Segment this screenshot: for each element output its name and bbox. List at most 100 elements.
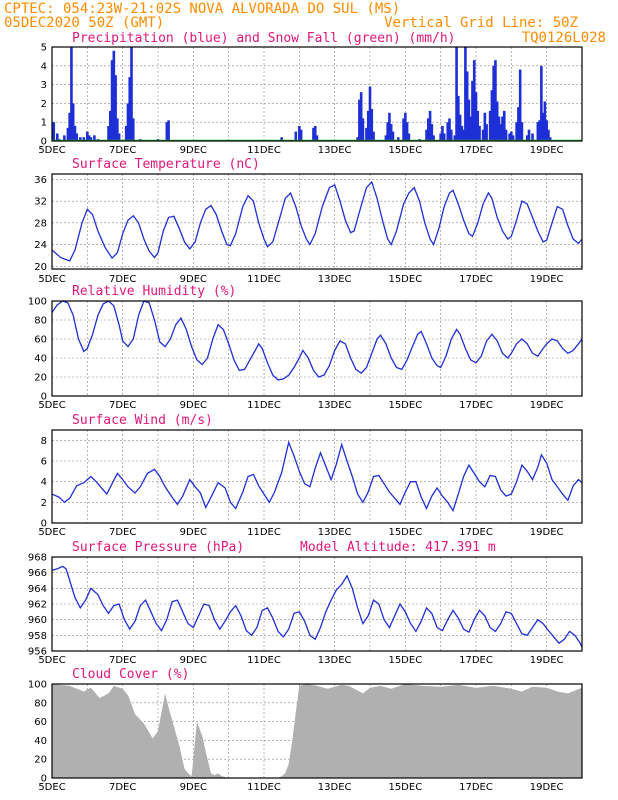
header-model: TQ0126L028: [522, 30, 606, 46]
precip-bar: [508, 133, 511, 141]
y-tick-label: 20: [34, 373, 47, 384]
x-tick-label: 9DEC: [180, 782, 207, 793]
series-group: [52, 301, 582, 381]
precip-bar: [73, 125, 77, 141]
y-tick-label: 964: [28, 584, 47, 595]
x-tick-label: 17DEC: [459, 400, 493, 411]
precip-bar: [361, 118, 365, 141]
precip-bar: [87, 135, 91, 141]
x-tick-label: 7DEC: [109, 655, 136, 666]
x-tick-label: 15DEC: [388, 782, 422, 793]
precip-bar: [71, 103, 75, 141]
y-tick-label: 32: [34, 197, 47, 208]
precip-bar: [315, 135, 319, 141]
precip-bar: [511, 135, 515, 141]
x-tick-label: 11DEC: [247, 527, 281, 538]
x-tick-label: 9DEC: [180, 274, 207, 285]
x-tick-label: 11DEC: [247, 655, 281, 666]
precip-bar: [70, 47, 73, 141]
precip-bar: [432, 135, 435, 141]
plot-frame: [51, 556, 583, 652]
y-tick-label: 8: [41, 436, 47, 447]
precip-bar: [313, 125, 317, 141]
panel-wind: Surface Wind (m/s) 0 2 4 6 8 5DEC 7DEC 9DEC 11DEC…: [38, 413, 583, 538]
precip-bar: [110, 60, 114, 141]
y-tick-label: 968: [28, 553, 47, 564]
precip-bar: [128, 77, 132, 141]
y-tick-label: 0: [41, 137, 47, 148]
panel-title: Surface Pressure (hPa): [72, 540, 244, 555]
x-tick-label: 19DEC: [530, 655, 564, 666]
y-tick-label: 100: [28, 680, 47, 691]
x-tick-label: 17DEC: [459, 782, 493, 793]
pressure-line: [52, 565, 582, 648]
precip-bar: [89, 137, 93, 141]
panel-title: Surface Temperature (nC): [72, 157, 260, 172]
precip-bar: [481, 129, 485, 141]
panel-title: Precipitation (blue) and Snow Fall (gree…: [72, 31, 456, 46]
precip-bar: [298, 125, 301, 141]
precip-bar: [384, 135, 388, 141]
precip-bar: [116, 118, 119, 141]
x-tick-label: 17DEC: [459, 274, 493, 285]
precip-bar: [472, 60, 476, 141]
precip-bar: [280, 137, 283, 141]
y-tick-label: 5: [41, 43, 47, 54]
precip-bar: [370, 109, 374, 141]
x-tick-label: 5DEC: [38, 145, 65, 156]
precip-bar: [131, 118, 135, 141]
series-group: [52, 684, 582, 778]
precip-bar: [386, 122, 389, 141]
x-tick-label: 15DEC: [388, 400, 422, 411]
x-tick-label: 9DEC: [180, 655, 207, 666]
precip-bar: [430, 124, 434, 141]
precip-bar: [457, 95, 460, 141]
precip-bar: [366, 110, 370, 141]
x-tick-label: 19DEC: [530, 145, 564, 156]
panel-rh: Relative Humidity (%) 0 20 40 60 80 100 5DEC 7DE…: [28, 284, 583, 411]
precip-bar: [312, 127, 315, 141]
precip-bar: [465, 71, 469, 141]
precip-bar: [520, 122, 524, 141]
precip-bar: [52, 122, 56, 141]
panel-pressure: Surface Pressure (hPa) Model Altitude: 41…: [28, 540, 583, 666]
precip-bar: [458, 114, 462, 141]
precip-bar: [540, 65, 543, 141]
y-tick-label: 40: [34, 354, 47, 365]
temp-line: [52, 180, 582, 262]
x-tick-label: 13DEC: [318, 655, 352, 666]
series-group: [52, 47, 582, 141]
precip-bar: [547, 129, 550, 141]
precip-bar: [126, 103, 130, 141]
precip-bar: [405, 122, 409, 141]
precip-bar: [107, 125, 110, 141]
precip-bar: [63, 135, 66, 141]
series-group: [52, 565, 582, 648]
precip-bar: [538, 120, 541, 141]
x-tick-label: 7DEC: [109, 274, 136, 285]
precip-bar: [448, 118, 451, 141]
chart-panels: Precipitation (blue) and Snow Fall (gree…: [28, 31, 583, 793]
rh-line: [52, 301, 582, 381]
x-tick-label: 15DEC: [388, 655, 422, 666]
precip-bar: [359, 92, 363, 141]
header-station: CPTEC: 054:23W-21:02S NOVA ALVORADA DO S…: [4, 1, 400, 17]
precip-bar: [294, 131, 298, 141]
precip-bar: [368, 86, 372, 141]
x-tick-label: 5DEC: [38, 655, 65, 666]
precip-bar: [541, 112, 545, 141]
panel-temp: Surface Temperature (nC) 20 24 28 32 36 5DEC 7D…: [34, 157, 583, 285]
precip-bar: [483, 112, 487, 141]
precip-bar: [441, 125, 444, 141]
y-tick-label: 966: [28, 568, 47, 579]
x-tick-label: 7DEC: [109, 782, 136, 793]
precip-bar: [478, 125, 481, 141]
precip-bar: [453, 135, 457, 141]
y-tick-label: 80: [34, 698, 47, 709]
y-tick-label: 0: [41, 392, 47, 403]
x-tick-label: 9DEC: [180, 527, 207, 538]
precip-bar: [490, 90, 494, 141]
y-tick-label: 1: [41, 118, 47, 129]
precip-bar: [460, 125, 464, 141]
